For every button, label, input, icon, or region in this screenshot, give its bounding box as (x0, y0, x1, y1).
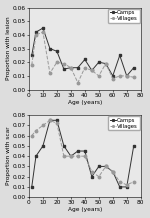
Camps (49, 47, 51, 50)
Camps (112, 75, 114, 77)
Camps (84, 58, 86, 61)
Villages (126, 75, 128, 77)
Camps (49, 119, 51, 122)
Villages (70, 155, 72, 157)
Camps (112, 170, 114, 173)
Line: Camps: Camps (30, 27, 135, 77)
Y-axis label: Proportion with scar: Proportion with scar (6, 127, 10, 186)
Line: Villages: Villages (30, 119, 135, 186)
Camps (105, 165, 107, 168)
Y-axis label: Proportion with lesion: Proportion with lesion (6, 17, 10, 80)
Villages (49, 119, 51, 122)
Villages (84, 66, 86, 69)
Villages (63, 62, 65, 65)
Camps (119, 186, 121, 188)
Camps (63, 68, 65, 70)
Line: Camps: Camps (30, 119, 135, 188)
Camps (70, 155, 72, 157)
Villages (119, 181, 121, 183)
Villages (84, 155, 86, 157)
Camps (91, 175, 93, 178)
Camps (63, 145, 65, 147)
Camps (119, 54, 121, 57)
Villages (105, 62, 107, 65)
Villages (119, 75, 121, 77)
Camps (133, 66, 135, 69)
Villages (77, 81, 79, 84)
Camps (56, 119, 58, 122)
Villages (42, 31, 44, 34)
Camps (31, 186, 33, 188)
Camps (77, 66, 79, 69)
Camps (98, 61, 100, 63)
Camps (35, 155, 37, 157)
Camps (56, 50, 58, 53)
Villages (35, 129, 37, 132)
Villages (31, 64, 33, 66)
Villages (56, 122, 58, 125)
Villages (42, 124, 44, 127)
Camps (31, 54, 33, 57)
Camps (133, 145, 135, 147)
Camps (84, 150, 86, 152)
Camps (126, 75, 128, 77)
Camps (70, 66, 72, 69)
X-axis label: Age (years): Age (years) (68, 100, 102, 105)
Villages (70, 66, 72, 69)
Villages (35, 34, 37, 36)
Villages (91, 170, 93, 173)
Camps (42, 27, 44, 29)
Camps (98, 165, 100, 168)
Villages (133, 76, 135, 78)
Villages (112, 77, 114, 80)
Camps (91, 69, 93, 72)
Legend: Camps, Villages: Camps, Villages (108, 116, 140, 130)
Villages (98, 75, 100, 77)
Camps (42, 145, 44, 147)
Legend: Camps, Villages: Camps, Villages (108, 9, 140, 23)
Villages (112, 170, 114, 173)
Villages (56, 61, 58, 63)
Villages (77, 155, 79, 157)
Camps (35, 31, 37, 34)
Camps (105, 62, 107, 65)
Villages (31, 134, 33, 137)
Villages (105, 165, 107, 168)
X-axis label: Age (years): Age (years) (68, 208, 102, 213)
Villages (98, 175, 100, 178)
Villages (91, 69, 93, 72)
Villages (126, 184, 128, 186)
Villages (133, 181, 135, 183)
Villages (63, 155, 65, 157)
Camps (77, 150, 79, 152)
Camps (126, 186, 128, 188)
Line: Villages: Villages (30, 31, 135, 84)
Villages (49, 72, 51, 75)
